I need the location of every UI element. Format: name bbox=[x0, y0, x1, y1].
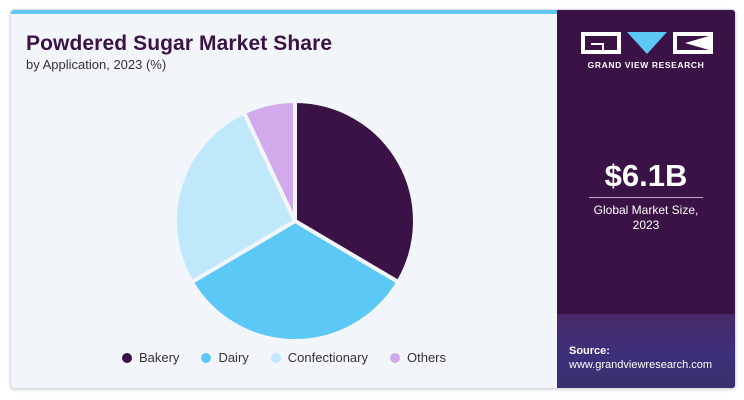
legend-item-bakery: Bakery bbox=[121, 350, 180, 365]
legend-label-others: Others bbox=[407, 350, 447, 365]
chart-legend: Bakery Dairy Confectionary Others bbox=[11, 350, 557, 365]
legend-item-dairy: Dairy bbox=[201, 350, 249, 365]
legend-item-others: Others bbox=[390, 350, 446, 365]
chart-title: Powdered Sugar Market Share bbox=[26, 32, 333, 55]
pie-chart bbox=[173, 99, 417, 343]
legend-swatch-confectionary bbox=[270, 352, 281, 363]
legend-label-confectionary: Confectionary bbox=[287, 350, 368, 365]
legend-item-confectionary: Confectionary bbox=[270, 350, 368, 365]
divider bbox=[589, 197, 703, 198]
market-size-label: Global Market Size, 2023 bbox=[557, 203, 735, 233]
legend-label-dairy: Dairy bbox=[218, 350, 249, 365]
legend-swatch-bakery bbox=[121, 352, 132, 363]
market-size-label-line1: Global Market Size, bbox=[593, 203, 699, 217]
summary-panel: GRAND VIEW RESEARCH $6.1B Global Market … bbox=[557, 10, 735, 388]
legend-swatch-dairy bbox=[201, 352, 212, 363]
source-note: Source: www.grandviewresearch.com bbox=[569, 344, 712, 372]
source-label: Source: bbox=[569, 345, 610, 357]
market-size-value: $6.1B bbox=[604, 158, 688, 193]
market-size-label-line2: 2023 bbox=[632, 218, 660, 232]
legend-label-bakery: Bakery bbox=[138, 350, 180, 365]
grand-view-research-logo bbox=[581, 32, 713, 54]
pie-slice-confectionary bbox=[173, 110, 297, 285]
chart-subtitle: by Application, 2023 (%) bbox=[26, 57, 167, 72]
pie-slice-others bbox=[241, 99, 297, 223]
pie-slice-dairy bbox=[189, 219, 401, 343]
chart-panel: Powdered Sugar Market Share by Applicati… bbox=[11, 10, 557, 388]
accent-bar bbox=[11, 10, 557, 14]
chart-card: Powdered Sugar Market Share by Applicati… bbox=[10, 9, 736, 389]
legend-swatch-others bbox=[390, 352, 400, 363]
source-band bbox=[557, 314, 735, 388]
source-url[interactable]: www.grandviewresearch.com bbox=[569, 359, 713, 371]
brand-name: GRAND VIEW RESEARCH bbox=[587, 60, 705, 70]
